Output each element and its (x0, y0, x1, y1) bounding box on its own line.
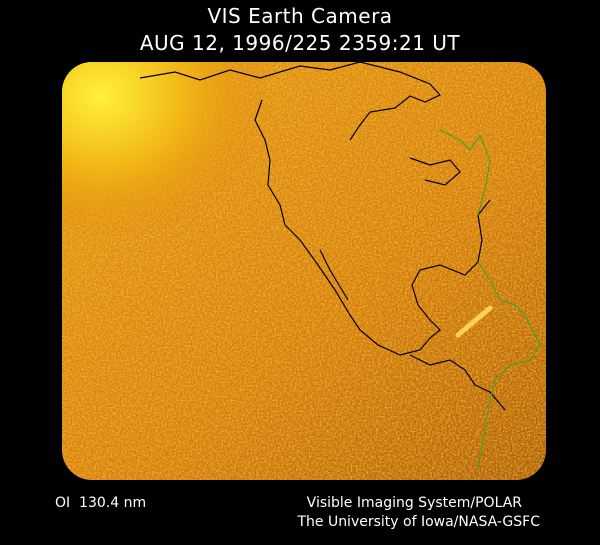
border-line (439, 129, 541, 471)
timestamp: AUG 12, 1996/225 2359:21 UT (140, 31, 461, 55)
wavelength: OI 130.4 nm (55, 495, 146, 511)
credit-line: Visible Imaging System/POLAR (307, 495, 523, 511)
image-glow (62, 62, 546, 480)
title: VIS Earth Camera (207, 4, 392, 28)
coastline (139, 62, 506, 411)
credit-line: The University of Iowa/NASA-GSFC (296, 514, 540, 530)
bright-streak (455, 305, 493, 338)
earth-image (62, 62, 546, 480)
